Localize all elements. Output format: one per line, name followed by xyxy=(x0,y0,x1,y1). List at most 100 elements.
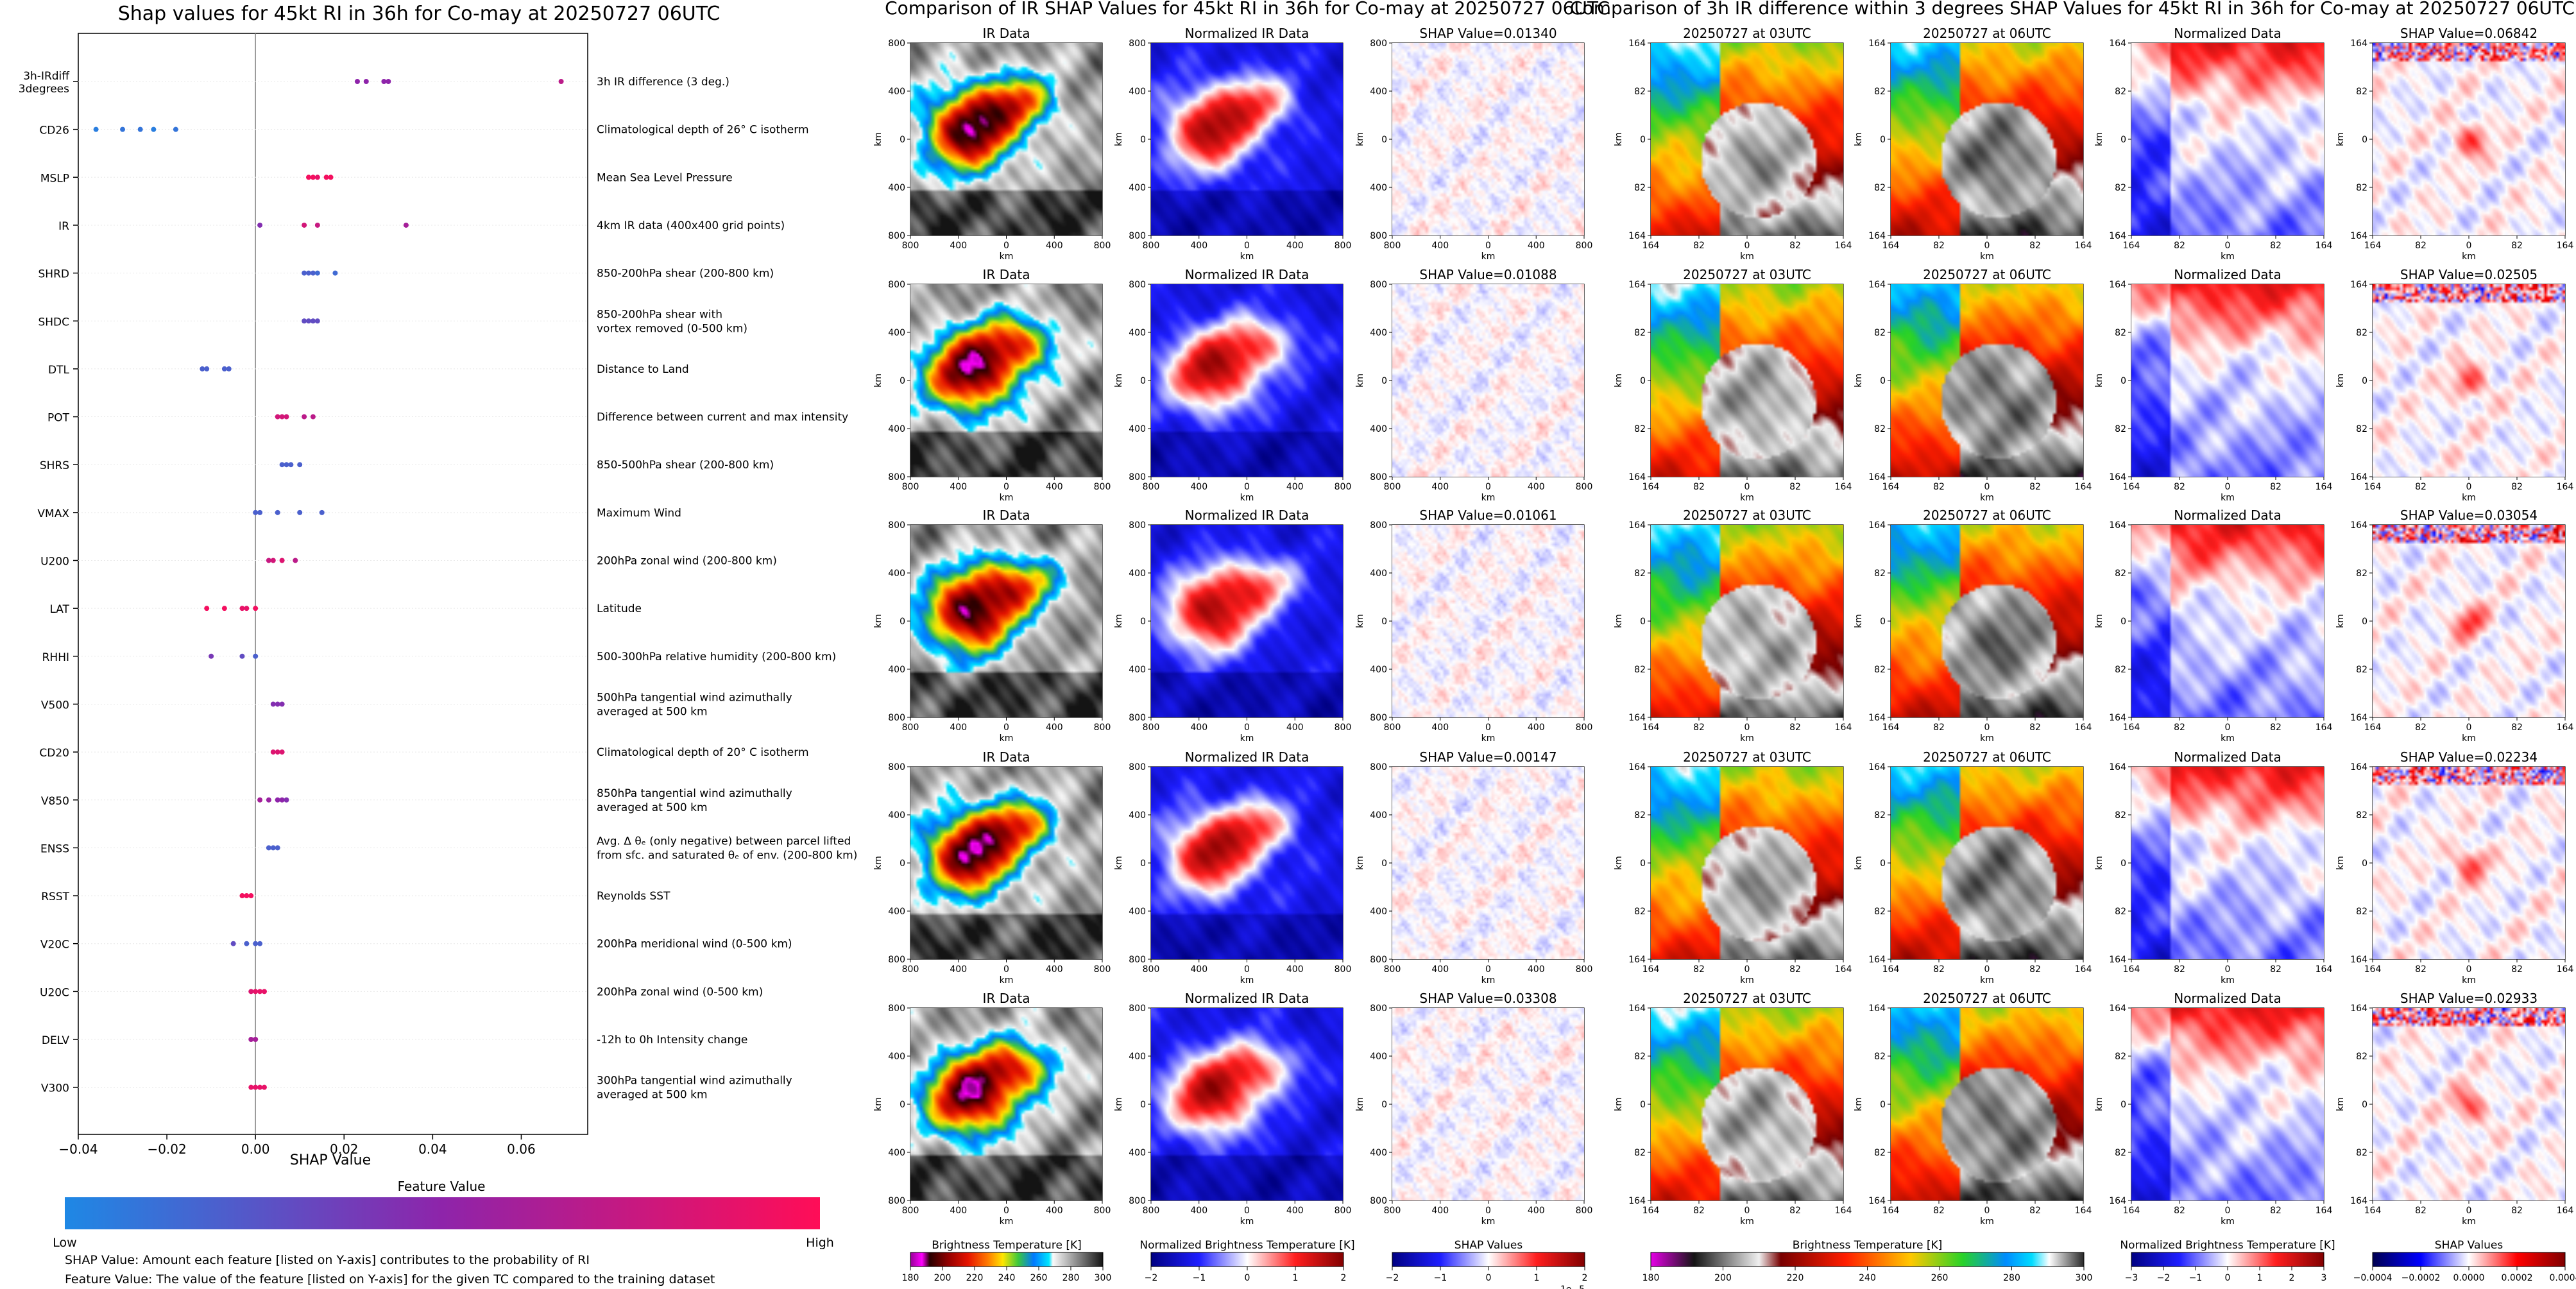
diff-03utc-r4-image xyxy=(1651,1008,1843,1200)
shap-point xyxy=(288,462,293,467)
y-axis-unit: km xyxy=(1114,132,1124,146)
y-axis-unit: km xyxy=(1114,1097,1124,1111)
x-axis-unit: km xyxy=(1980,975,1994,986)
shap-point xyxy=(271,701,276,706)
y-tick-label: 164 xyxy=(1868,762,1886,773)
x-tick-label: 0 xyxy=(1485,722,1491,733)
y-tick-label: 164 xyxy=(1628,280,1646,290)
y-axis-unit: km xyxy=(2094,132,2104,146)
y-tick-label: 0 xyxy=(2362,135,2367,145)
y-tick-label: 400 xyxy=(1370,1148,1387,1158)
ir-data-r3-title: IR Data xyxy=(983,749,1030,765)
x-tick-label: 0.00 xyxy=(241,1141,270,1157)
y-tick-label: 82 xyxy=(2115,907,2126,917)
x-tick-label: 82 xyxy=(2029,722,2041,733)
x-tick-label: 0 xyxy=(1984,482,1990,492)
y-tick-label: 82 xyxy=(1634,328,1646,338)
feature-desc-vmax: Maximum Wind xyxy=(597,507,681,520)
x-tick-label: 82 xyxy=(2415,482,2427,492)
shap-point xyxy=(138,127,143,132)
x-tick-label: 800 xyxy=(1335,1206,1352,1216)
diff-06utc-r4-image xyxy=(1891,1008,2083,1200)
cbar-tick-label: 0 xyxy=(2225,1273,2231,1283)
feature-label-pot: POT xyxy=(47,412,70,425)
y-tick-label: 82 xyxy=(1874,1148,1886,1158)
shap-point xyxy=(266,798,271,803)
ir-shap-r1-title: SHAP Value=0.01088 xyxy=(1419,267,1557,282)
cbar-tick-label: 240 xyxy=(998,1273,1016,1283)
y-tick-label: 400 xyxy=(888,810,905,821)
x-tick-label: 82 xyxy=(2415,1206,2427,1216)
y-tick-label: 82 xyxy=(2356,1052,2367,1062)
x-axis-unit: km xyxy=(2462,493,2476,503)
y-tick-label: 800 xyxy=(1129,280,1146,290)
y-axis-unit: km xyxy=(1355,132,1365,146)
ir-data-r4-image xyxy=(910,1008,1102,1200)
y-tick-label: 0 xyxy=(900,376,905,386)
x-tick-label: 164 xyxy=(1835,964,1852,975)
diff-shap-colorbar-label: SHAP Values xyxy=(2435,1239,2503,1252)
feature-label-v500: V500 xyxy=(41,699,69,712)
x-tick-label: 400 xyxy=(1190,1206,1207,1216)
shap-point xyxy=(120,127,125,132)
x-tick-label: 0 xyxy=(1485,482,1491,492)
y-tick-label: 164 xyxy=(2350,472,2367,482)
x-tick-label: 82 xyxy=(2270,964,2282,975)
y-tick-label: 0 xyxy=(2362,376,2367,386)
diff-03utc-r3-title: 20250727 at 03UTC xyxy=(1683,749,1811,765)
y-tick-label: 164 xyxy=(2109,1003,2126,1014)
y-tick-label: 164 xyxy=(1628,955,1646,965)
feature-label-3h-irdiff: 3h-IRdiff 3degrees xyxy=(19,70,71,96)
x-tick-label: 82 xyxy=(1789,482,1801,492)
y-axis-unit: km xyxy=(873,373,883,388)
x-tick-label: 400 xyxy=(1046,722,1063,733)
feature-label-mslp: MSLP xyxy=(40,172,69,185)
x-tick-label: 82 xyxy=(1789,722,1801,733)
feature-desc-v20c: 200hPa meridional wind (0-500 km) xyxy=(597,938,792,951)
x-tick-label: 164 xyxy=(2123,1206,2140,1216)
norm-ir-r2-title: Normalized IR Data xyxy=(1185,508,1309,523)
x-tick-label: 164 xyxy=(2316,482,2333,492)
feature-desc-pot: Difference between current and max inten… xyxy=(597,411,848,424)
y-tick-label: 0 xyxy=(1880,376,1886,386)
norm-ir-r1-image xyxy=(1151,284,1343,477)
x-tick-label: 82 xyxy=(2511,964,2523,975)
x-tick-label: 0 xyxy=(2466,241,2472,251)
diff-06utc-r1-image xyxy=(1891,284,2083,477)
norm-ir-r4-title: Normalized IR Data xyxy=(1185,991,1309,1006)
cbar-tick-label: 300 xyxy=(2076,1273,2093,1283)
shap-point xyxy=(222,366,227,371)
colorbar-low-label: Low xyxy=(53,1236,76,1250)
x-tick-label: 400 xyxy=(1190,964,1207,975)
diff-shap-r3-image xyxy=(2373,767,2565,959)
x-tick-label: 0 xyxy=(2466,722,2472,733)
feature-label-v300: V300 xyxy=(41,1082,69,1095)
x-tick-label: 800 xyxy=(1335,482,1352,492)
shap-point xyxy=(355,79,360,84)
y-tick-label: 0 xyxy=(2362,858,2367,869)
cbar-tick-label: −3 xyxy=(2125,1273,2138,1283)
y-tick-label: 400 xyxy=(1370,810,1387,821)
x-tick-label: −0.04 xyxy=(58,1141,98,1157)
y-tick-label: 82 xyxy=(1634,183,1646,193)
cbar-tick-label: 1 xyxy=(2257,1273,2263,1283)
diff-06utc-r1-title: 20250727 at 06UTC xyxy=(1923,267,2051,282)
x-tick-label: 164 xyxy=(1882,241,1900,251)
x-axis-unit: km xyxy=(2462,252,2476,262)
feature-desc-delv: -12h to 0h Intensity change xyxy=(597,1034,747,1046)
diff-norm-r0-title: Normalized Data xyxy=(2174,26,2282,41)
diff-06utc-r2-title: 20250727 at 06UTC xyxy=(1923,508,2051,523)
x-tick-label: 400 xyxy=(1190,241,1207,251)
shap-point xyxy=(239,606,244,611)
shap-point xyxy=(253,1085,258,1090)
x-tick-label: 164 xyxy=(2364,482,2382,492)
feature-label-shrd: SHRD xyxy=(38,268,69,281)
diff-shap-r0-title: SHAP Value=0.06842 xyxy=(2400,26,2538,41)
y-tick-label: 164 xyxy=(1868,1196,1886,1206)
y-tick-label: 82 xyxy=(2356,568,2367,579)
y-tick-label: 164 xyxy=(1868,472,1886,482)
x-tick-label: 400 xyxy=(1286,241,1304,251)
y-tick-label: 400 xyxy=(888,328,905,338)
x-tick-label: 82 xyxy=(2174,241,2185,251)
shap-point xyxy=(275,749,280,755)
